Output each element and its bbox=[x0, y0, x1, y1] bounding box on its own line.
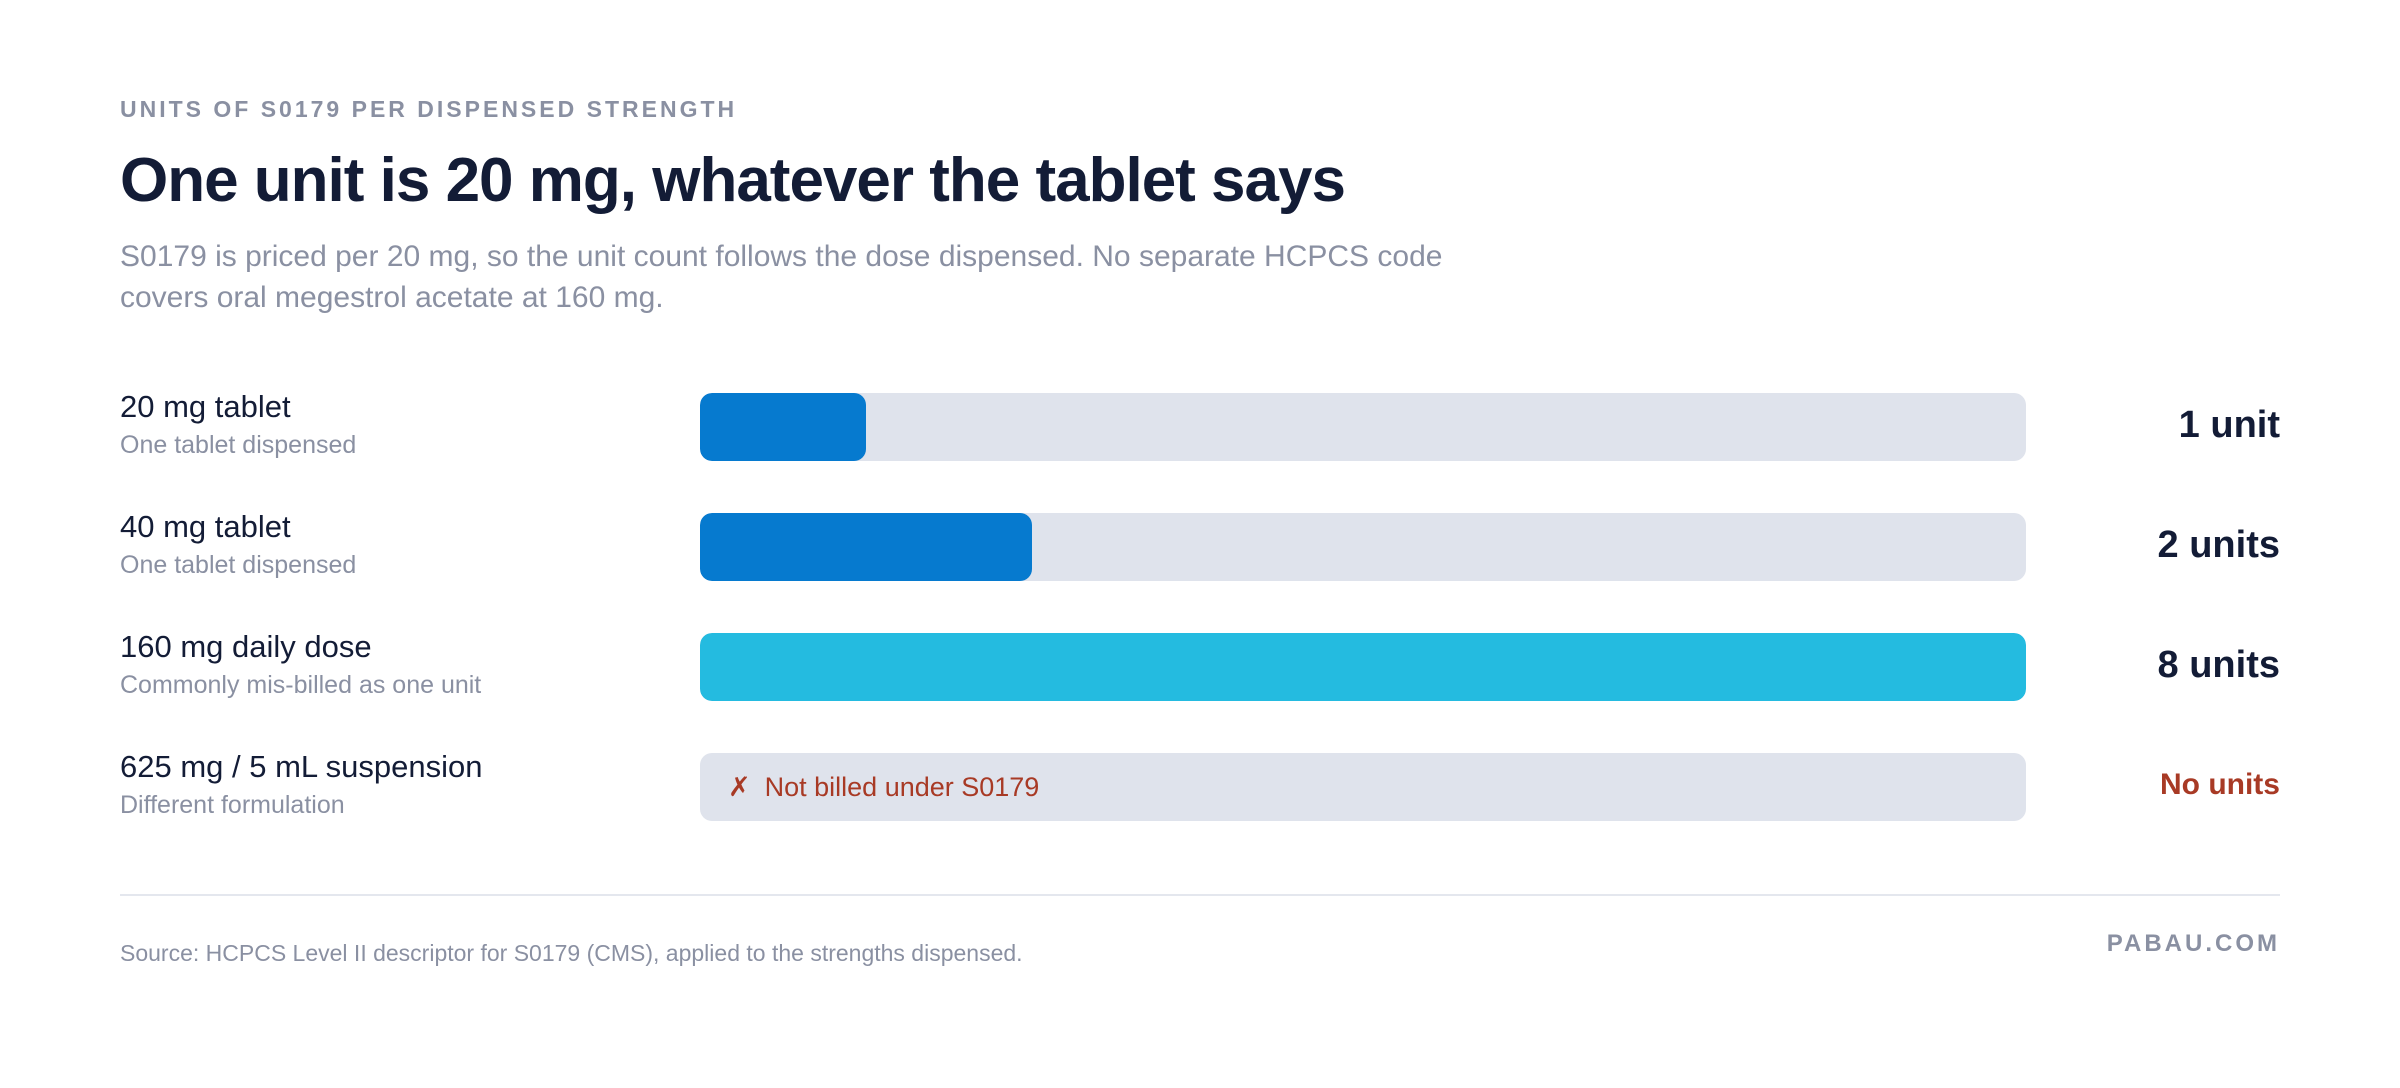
cross-icon: ✗ bbox=[728, 772, 751, 802]
bar-40mg-tablet bbox=[700, 513, 1032, 581]
row-label-20mg: 20 mg tablet One tablet dispensed bbox=[120, 388, 680, 460]
divider bbox=[120, 894, 2280, 896]
value-label: 8 units bbox=[2157, 644, 2280, 686]
bar-160mg-daily-dose bbox=[700, 633, 2026, 701]
row-label-40mg: 40 mg tablet One tablet dispensed bbox=[120, 508, 680, 580]
chart-title: One unit is 20 mg, whatever the tablet s… bbox=[120, 146, 1346, 215]
value-label-none: No units bbox=[2160, 768, 2280, 801]
brand-logo: PABAU.COM bbox=[2106, 930, 2280, 957]
row-note: Different formulation bbox=[120, 791, 345, 819]
row-name: 160 mg daily dose bbox=[120, 629, 372, 664]
chart-card: UNITS OF S0179 PER DISPENSED STRENGTH On… bbox=[120, 0, 2280, 1088]
value-label: 2 units bbox=[2157, 524, 2280, 566]
row-note: One tablet dispensed bbox=[120, 551, 357, 579]
row-name: 625 mg / 5 mL suspension bbox=[120, 749, 483, 784]
row-note: One tablet dispensed bbox=[120, 431, 357, 459]
chart-subtitle: S0179 is priced per 20 mg, so the unit c… bbox=[120, 240, 1443, 314]
not-billed-status: ✗ Not billed under S0179 bbox=[728, 753, 1039, 821]
chart-eyebrow: UNITS OF S0179 PER DISPENSED STRENGTH bbox=[120, 96, 738, 122]
row-name: 40 mg tablet bbox=[120, 509, 291, 544]
bar-track bbox=[700, 393, 2026, 461]
bar-track: ✗ Not billed under S0179 bbox=[700, 753, 2026, 821]
value-label: 1 unit bbox=[2178, 404, 2280, 446]
bar-track bbox=[700, 633, 2026, 701]
bar-20mg-tablet bbox=[700, 393, 866, 461]
row-name: 20 mg tablet bbox=[120, 389, 291, 424]
not-billed-label: Not billed under S0179 bbox=[764, 772, 1040, 802]
row-label-160mg: 160 mg daily dose Commonly mis-billed as… bbox=[120, 628, 680, 700]
row-label-suspension: 625 mg / 5 mL suspension Different formu… bbox=[120, 748, 680, 820]
row-note: Commonly mis-billed as one unit bbox=[120, 671, 482, 699]
source-note: Source: HCPCS Level II descriptor for S0… bbox=[120, 940, 1023, 966]
bar-track bbox=[700, 513, 2026, 581]
